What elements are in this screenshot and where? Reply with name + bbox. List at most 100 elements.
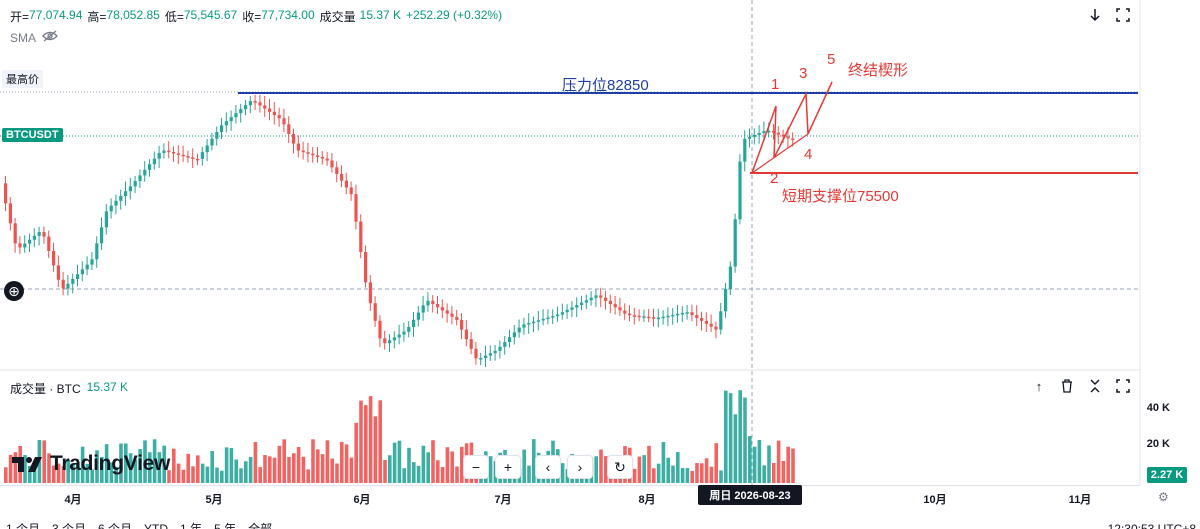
volume-bar — [104, 444, 109, 483]
wave-1-label[interactable]: 1 — [771, 76, 780, 93]
wedge-lower-trendline[interactable] — [751, 133, 809, 174]
candle-body — [714, 326, 718, 330]
wave-4-label[interactable]: 4 — [804, 146, 813, 163]
candle-body — [4, 183, 8, 204]
volume-bar — [335, 463, 339, 483]
scroll-right-button[interactable]: › — [567, 455, 593, 479]
volume-bar — [532, 439, 536, 483]
range-1m[interactable]: 1 个月 — [6, 522, 41, 529]
volume-bar — [392, 442, 397, 483]
high-value: 78,052.85 — [106, 8, 160, 22]
candle-body — [589, 297, 593, 301]
volume-bar — [42, 440, 46, 483]
wedge-annotation[interactable]: 终结楔形 — [848, 62, 909, 79]
volume-bar — [124, 443, 128, 483]
candle-body — [320, 156, 324, 159]
month-label-jul: 7月 — [494, 494, 512, 506]
candle-body — [340, 174, 344, 181]
volume-bar — [402, 468, 406, 483]
maximize-pane-button[interactable] — [1112, 375, 1134, 397]
volume-bar — [95, 450, 99, 483]
wedge-wave-path[interactable] — [751, 81, 833, 174]
settings-button[interactable]: ⚙ — [1158, 490, 1169, 504]
candle-body — [13, 223, 17, 244]
candle-body — [618, 307, 622, 311]
candle-body — [776, 132, 780, 135]
candle-body — [685, 312, 689, 314]
candle-body — [138, 175, 142, 182]
volume-bar — [431, 440, 435, 483]
volume-pane-title: 成交量 · BTC — [10, 382, 81, 396]
tradingview-logo[interactable]: TradingView — [12, 452, 170, 476]
sma-indicator-row[interactable]: SMA — [10, 30, 58, 45]
volume-bar — [445, 447, 450, 483]
candle-body — [215, 132, 219, 139]
move-pane-up-button[interactable]: ↑ — [1028, 375, 1050, 397]
range-3m[interactable]: 3 个月 — [52, 522, 87, 529]
collapse-pane-button[interactable] — [1084, 375, 1106, 397]
symbol-price-tag: BTCUSDT — [2, 128, 63, 142]
volume-bar — [680, 468, 685, 483]
candle-body — [162, 150, 166, 154]
candle-body — [652, 317, 656, 319]
volume-bar — [460, 446, 464, 483]
scroll-left-button[interactable]: ‹ — [535, 455, 561, 479]
candle-body — [311, 153, 315, 156]
wave-2-label[interactable]: 2 — [770, 170, 779, 187]
volume-pane-value: 15.37 K — [86, 380, 129, 394]
fullscreen-icon — [1116, 8, 1130, 22]
volume-bar — [66, 459, 70, 483]
support-annotation[interactable]: 短期支撑位75500 — [782, 188, 899, 205]
wave-3-label[interactable]: 3 — [799, 65, 808, 82]
volume-bar — [61, 466, 66, 483]
candle-body — [748, 136, 752, 139]
clock-display[interactable]: 12:30:53 UTC+8 — [1107, 522, 1196, 529]
fullscreen-button[interactable] — [1112, 4, 1134, 26]
eye-off-icon[interactable] — [42, 30, 58, 45]
range-5y[interactable]: 5 年 — [214, 522, 237, 529]
candle-body — [378, 320, 382, 339]
candle-body — [724, 288, 728, 312]
candle-body — [512, 332, 516, 338]
range-ytd[interactable]: YTD — [144, 522, 169, 529]
volume-bar — [416, 465, 421, 483]
volume-bar — [301, 456, 306, 483]
candle-body — [316, 155, 320, 157]
volume-bar — [786, 446, 790, 483]
volume-bar — [407, 447, 411, 483]
low-value: 75,545.67 — [183, 8, 238, 22]
month-label-apr: 4月 — [64, 494, 82, 506]
volume-bar — [287, 456, 291, 483]
volume-bar — [647, 445, 651, 483]
arrow-down-icon — [1090, 9, 1100, 22]
volume-bar — [599, 449, 603, 483]
volume-bar — [13, 452, 18, 483]
add-crosshair-button[interactable]: ⊕ — [4, 281, 24, 301]
candle-body — [628, 313, 632, 316]
volume-bar — [728, 393, 733, 483]
candle-body — [762, 131, 766, 134]
volume-bar — [522, 449, 526, 483]
volume-bar — [100, 456, 104, 483]
range-1y[interactable]: 1 年 — [180, 522, 203, 529]
candle-body — [431, 300, 435, 304]
resistance-annotation[interactable]: 压力位82850 — [562, 77, 649, 94]
range-all[interactable]: 全部 — [248, 522, 273, 529]
volume-bar — [244, 461, 248, 483]
volume-bar — [383, 459, 387, 483]
download-button[interactable] — [1084, 4, 1106, 26]
zoom-in-button[interactable]: + — [495, 455, 521, 479]
zoom-out-button[interactable]: − — [463, 455, 489, 479]
range-6m[interactable]: 6 个月 — [98, 522, 133, 529]
volume-bar — [119, 443, 123, 483]
candle-body — [695, 315, 699, 318]
reset-chart-button[interactable]: ↻ — [607, 455, 633, 479]
candle-body — [536, 320, 540, 322]
volume-bar — [80, 446, 85, 483]
wave-5-label[interactable]: 5 — [827, 51, 836, 68]
time-axis[interactable]: 4月 5月 6月 7月 8月 10月 11月 — [0, 485, 1140, 507]
open-label: 开= — [10, 10, 30, 24]
candle-body — [56, 265, 60, 280]
delete-pane-button[interactable] — [1056, 375, 1078, 397]
